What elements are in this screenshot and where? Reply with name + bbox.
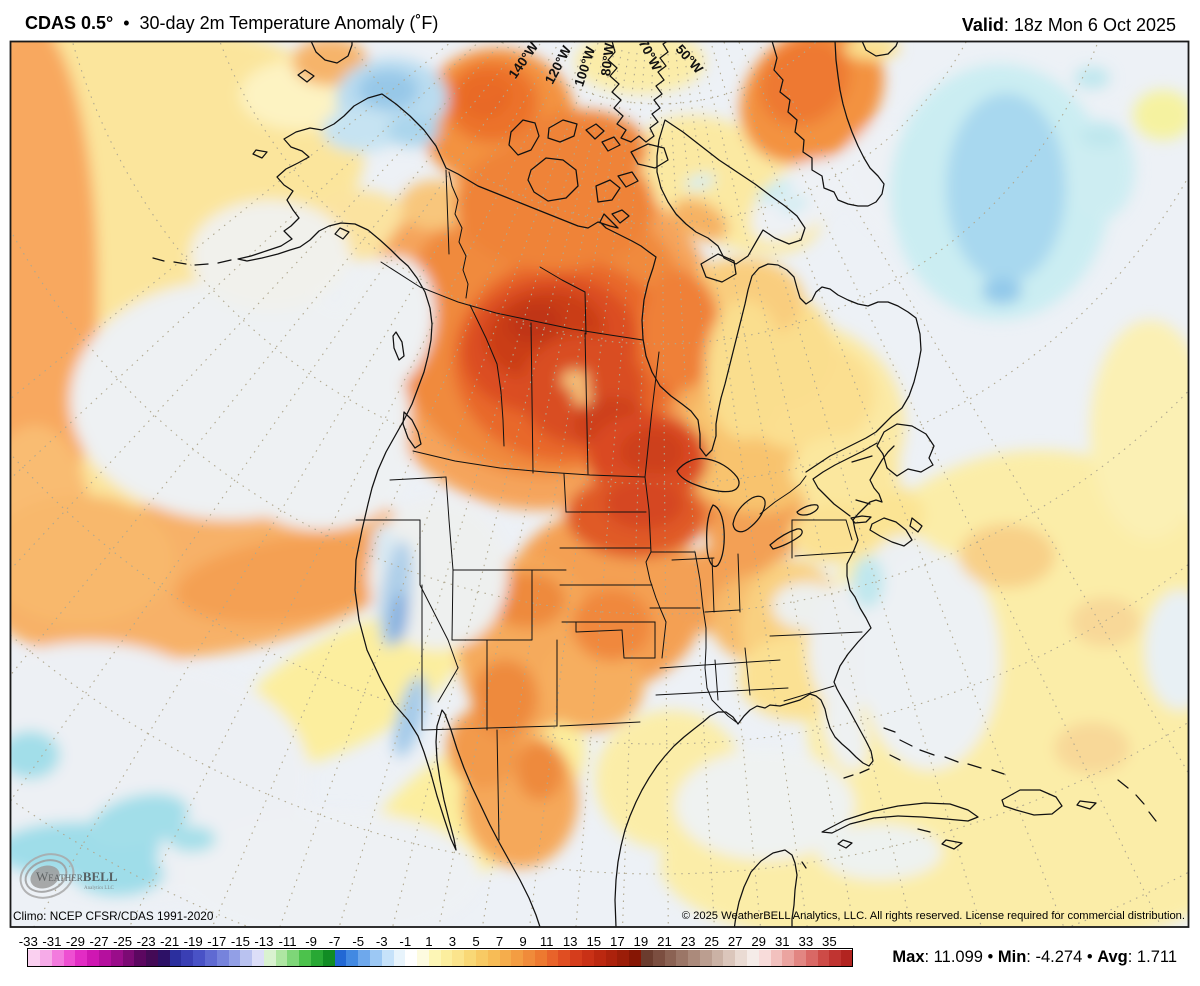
- svg-text:Climo: NCEP CFSR/CDAS 1991-202: Climo: NCEP CFSR/CDAS 1991-2020: [13, 909, 214, 923]
- svg-text:80°W: 80°W: [598, 42, 617, 77]
- svg-text:Analytics LLC: Analytics LLC: [84, 886, 115, 891]
- svg-text:WEATHERBELL: WEATHERBELL: [36, 869, 118, 884]
- svg-text:© 2025 WeatherBELL Analytics,: © 2025 WeatherBELL Analytics, LLC. All r…: [682, 910, 1185, 922]
